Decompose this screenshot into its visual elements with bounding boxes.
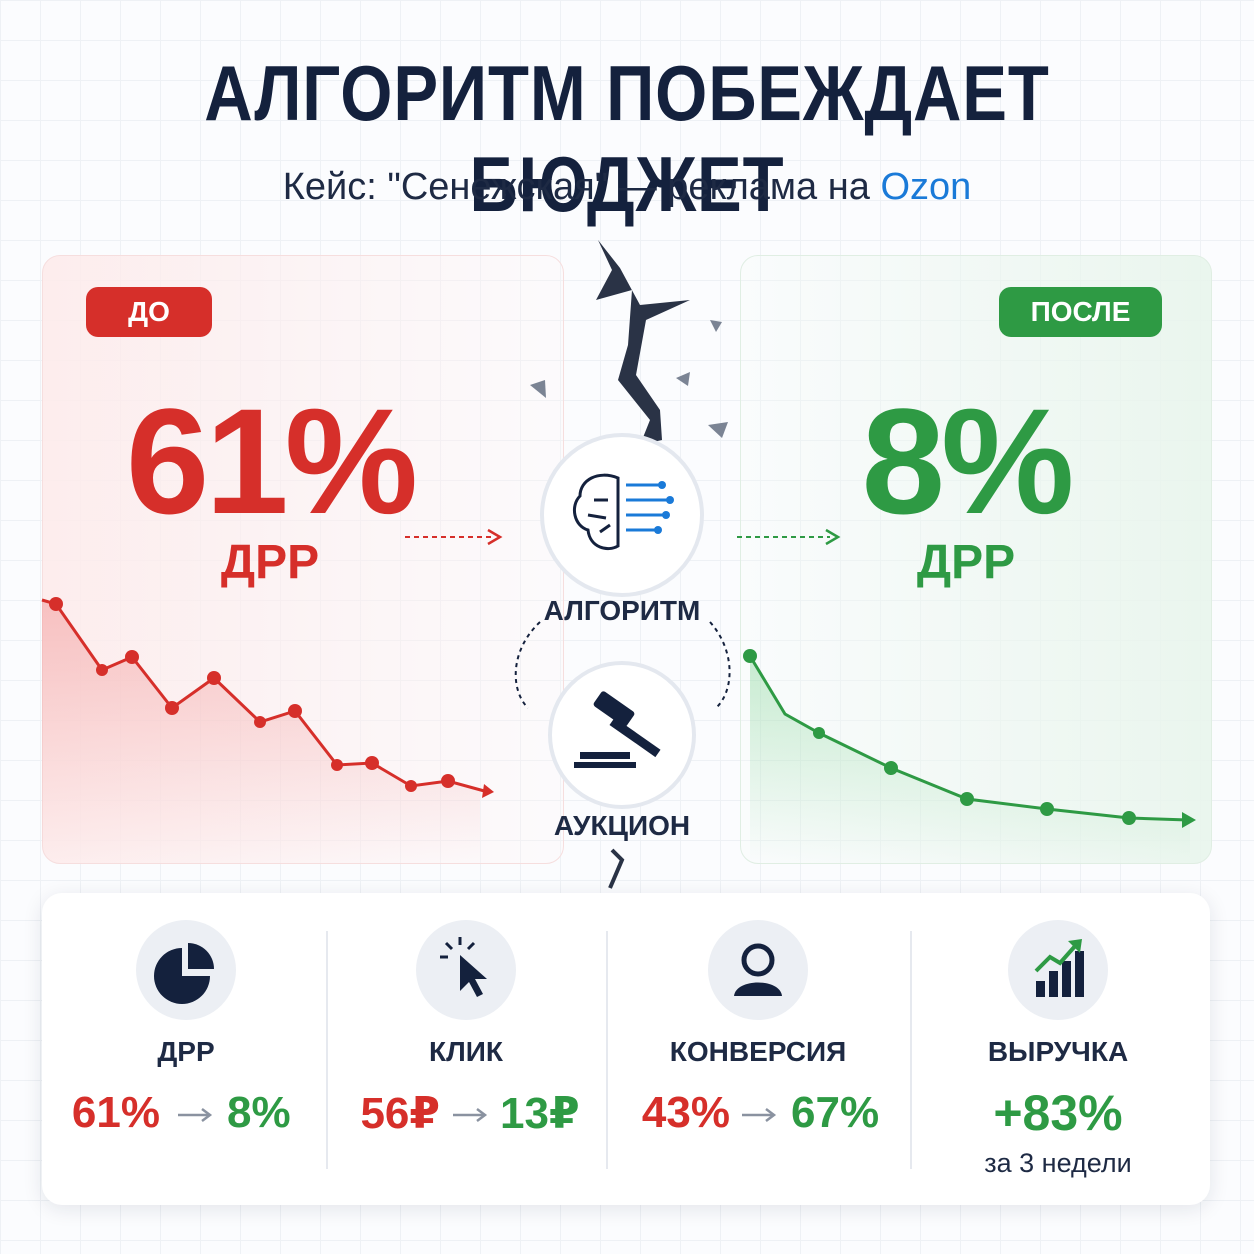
before-label: ДРР: [220, 536, 320, 589]
metric-label: ДРР: [157, 1036, 215, 1067]
after-label: ДРР: [916, 536, 1016, 589]
metric-value: +83%: [993, 1085, 1123, 1141]
metric-note: за 3 недели: [984, 1148, 1132, 1178]
title: АЛГОРИТМ ПОБЕЖДАЕТ БЮДЖЕТ: [204, 49, 1050, 228]
subtitle: Кейс: "Сенежская" — реклама на Ozon: [0, 166, 1254, 209]
metric-after: 67%: [791, 1088, 880, 1137]
metric-icons: [136, 920, 1108, 1169]
metric-label: КЛИК: [429, 1036, 503, 1067]
metric-label: ВЫРУЧКА: [987, 1036, 1129, 1067]
after-badge: ПОСЛЕ: [999, 287, 1162, 337]
decor: [41, 240, 1196, 889]
metric-after: 8%: [227, 1088, 291, 1137]
metric-after: 13₽: [500, 1089, 580, 1138]
before-value: 61%: [125, 377, 418, 545]
auction-label: АУКЦИОН: [553, 810, 691, 841]
metric-before: 43%: [641, 1088, 730, 1137]
subtitle-text: Кейс: "Сенежская" — реклама на: [282, 166, 870, 208]
after-value: 8%: [861, 377, 1075, 545]
before-badge: ДО: [86, 287, 212, 337]
brand: Ozon: [880, 166, 972, 208]
metric-label: КОНВЕРСИЯ: [669, 1036, 847, 1067]
metric-before: 61%: [71, 1088, 160, 1137]
algorithm-label: АЛГОРИТМ: [543, 595, 701, 626]
metric-before: 56₽: [360, 1089, 440, 1138]
